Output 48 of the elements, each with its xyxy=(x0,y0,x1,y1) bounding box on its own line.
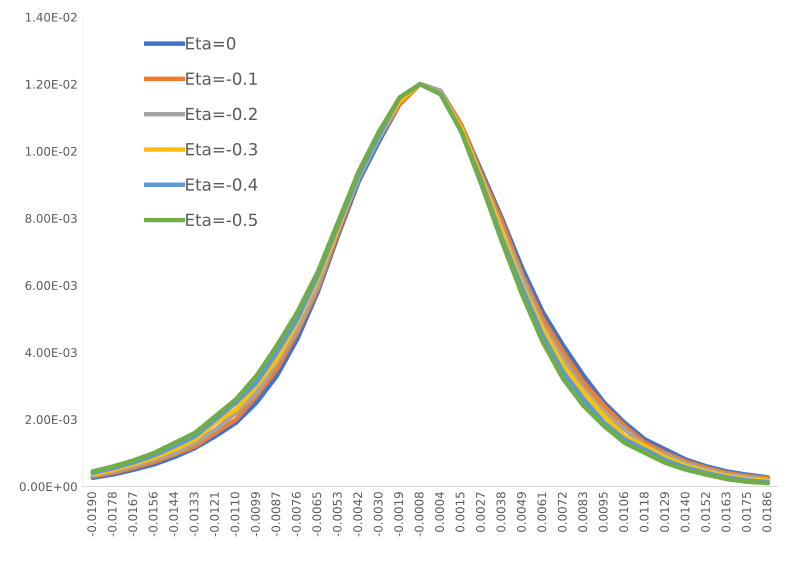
x-tick-label: 0.0027 xyxy=(476,492,485,532)
x-tick-label: 0.0015 xyxy=(456,492,464,532)
y-tick-label: 2.00E-03 xyxy=(26,415,77,424)
legend-label: Eta=0 xyxy=(186,37,236,50)
x-tick-label: -0.0110 xyxy=(230,492,240,536)
x-tick-label: 0.0140 xyxy=(680,492,690,532)
legend-label: Eta=-0.5 xyxy=(186,214,257,226)
x-tick-label: 0.0061 xyxy=(537,492,546,532)
x-tick-label: -0.0087 xyxy=(271,492,280,536)
x-tick-label: -0.0076 xyxy=(292,492,301,536)
legend-label: Eta=-0.4 xyxy=(186,178,258,191)
y-tick-label: 8.00E-03 xyxy=(25,214,77,223)
x-tick-label: -0.0190 xyxy=(87,492,96,536)
legend-label: Eta=-0.3 xyxy=(186,142,257,156)
x-tick-label: -0.0167 xyxy=(128,492,138,536)
x-tick-label: 0.0095 xyxy=(598,492,608,532)
x-tick-label: 0.0072 xyxy=(558,492,567,532)
x-tick-label: 0.0049 xyxy=(516,492,526,532)
x-tick-label: -0.0178 xyxy=(108,492,117,536)
y-tick-label: 0.00E+00 xyxy=(20,482,77,492)
y-tick-label: 1.20E-02 xyxy=(26,80,76,89)
y-tick-label: 4.00E-03 xyxy=(25,348,77,358)
y-tick-label: 1.40E-02 xyxy=(26,12,76,22)
x-tick-label: 0.0175 xyxy=(742,492,751,532)
x-tick-label: -0.0065 xyxy=(312,492,322,536)
x-tick-label: -0.0008 xyxy=(414,492,424,536)
x-tick-label: 0.0152 xyxy=(701,492,710,532)
x-tick-label: -0.0121 xyxy=(210,492,219,536)
x-tick-label: -0.0053 xyxy=(332,492,342,536)
x-tick-label: -0.0099 xyxy=(250,492,260,536)
x-tick-label: -0.0133 xyxy=(190,492,198,536)
x-tick-label: -0.0019 xyxy=(394,492,404,536)
x-tick-label: 0.0163 xyxy=(721,492,730,532)
x-tick-label: -0.0042 xyxy=(353,492,362,536)
x-tick-label: -0.0030 xyxy=(374,492,383,536)
x-tick-label: 0.0083 xyxy=(578,492,588,532)
x-tick-label: 0.0106 xyxy=(619,492,628,532)
x-tick-label: 0.0004 xyxy=(435,492,444,532)
legend-label: Eta=-0.2 xyxy=(186,108,257,120)
x-tick-label: 0.0129 xyxy=(660,492,670,532)
x-tick-label: -0.0156 xyxy=(148,492,158,536)
x-tick-label: -0.0144 xyxy=(169,492,178,536)
x-tick-label: 0.0118 xyxy=(640,492,649,532)
legend-label: Eta=-0.1 xyxy=(186,72,257,85)
y-tick-label: 1.00E-02 xyxy=(26,146,76,156)
y-tick-label: 6.00E-03 xyxy=(25,281,77,290)
x-tick-label: 0.0038 xyxy=(496,492,506,532)
x-tick-label: 0.0186 xyxy=(762,492,772,532)
